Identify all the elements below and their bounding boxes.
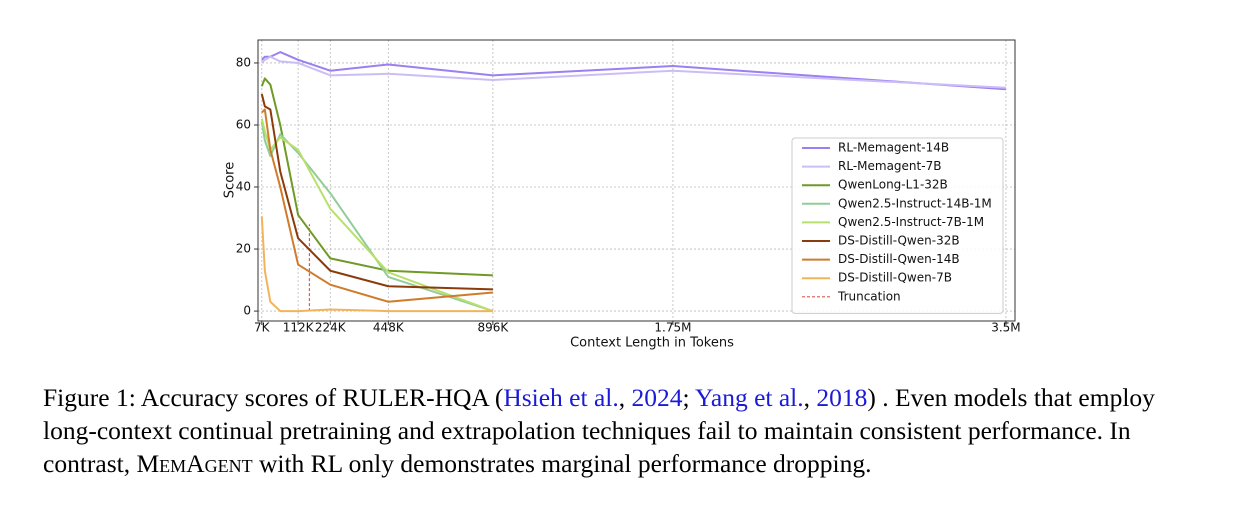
- x-tick-label: 7K: [254, 321, 271, 335]
- series-line: [261, 51, 1006, 91]
- legend-label: DS-Distill-Qwen-14B: [838, 252, 960, 266]
- y-tick-label: 20: [236, 242, 251, 256]
- x-tick-label: 3.5M: [991, 321, 1020, 335]
- legend-label: QwenLong-L1-32B: [838, 178, 948, 192]
- legend-label: RL-Memagent-14B: [838, 141, 949, 155]
- y-tick-label: 80: [236, 55, 251, 69]
- x-tick-label: 112K: [283, 321, 315, 335]
- x-tick-label: 224K: [315, 321, 347, 335]
- x-tick-label: 1.75M: [654, 321, 691, 335]
- x-axis-label: Context Length in Tokens: [570, 336, 734, 351]
- plot-frame: [257, 39, 1016, 322]
- series-line: [260, 77, 493, 277]
- caption-text: ,: [618, 383, 632, 412]
- series-line: [260, 118, 494, 313]
- y-tick-label: 0: [243, 304, 251, 318]
- citation-link[interactable]: Hsieh et al.: [503, 383, 619, 412]
- citation-link[interactable]: 2018: [816, 383, 868, 412]
- legend-label: DS-Distill-Qwen-7B: [838, 271, 952, 285]
- legend-label: RL-Memagent-7B: [838, 159, 941, 173]
- figure-caption: Figure 1: Accuracy scores of RULER-HQA (…: [43, 381, 1213, 480]
- series-line: [261, 108, 493, 303]
- legend-label: Truncation: [837, 289, 901, 303]
- series-line: [260, 216, 493, 313]
- method-name: MemAgent: [136, 449, 253, 478]
- legend-label: Qwen2.5-Instruct-7B-1M: [838, 215, 984, 229]
- x-tick-label: 448K: [373, 321, 405, 335]
- y-tick-label: 60: [236, 117, 251, 131]
- series-line: [260, 93, 493, 291]
- y-axis-label: Score: [223, 162, 238, 198]
- caption-text: Figure 1: Accuracy scores of RULER-HQA (: [43, 383, 504, 412]
- series-line: [261, 55, 1006, 89]
- legend-box: [791, 137, 1004, 314]
- caption-text: with RL only demonstrates marginal perfo…: [252, 449, 872, 478]
- caption-text: ) . Even models that employ long-context…: [43, 383, 1155, 478]
- caption-text: ;: [682, 383, 696, 412]
- y-tick-label: 40: [236, 180, 251, 194]
- legend-label: DS-Distill-Qwen-32B: [838, 234, 960, 248]
- x-tick-label: 896K: [477, 321, 509, 335]
- legend-label: Qwen2.5-Instruct-14B-1M: [838, 196, 992, 210]
- chart: Context Length in Tokens Score 0 20 40 60 80…: [223, 39, 1021, 351]
- citation-link[interactable]: Yang et al.: [695, 383, 804, 412]
- caption-text: ,: [803, 383, 817, 412]
- citation-link[interactable]: 2024: [631, 383, 683, 412]
